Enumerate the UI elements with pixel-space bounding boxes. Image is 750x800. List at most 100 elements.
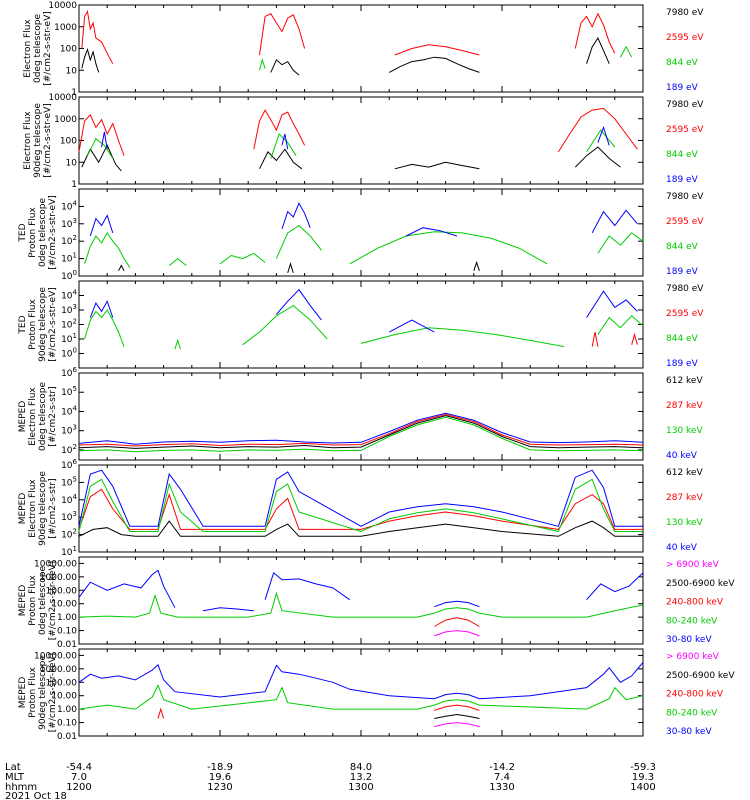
series-0 (78, 415, 644, 449)
panel-frame (78, 556, 644, 645)
series-3 (101, 125, 610, 150)
series-line (275, 224, 322, 259)
legend-label: 2595 eV (666, 33, 704, 43)
series-line (78, 415, 644, 449)
legend-label: 2595 eV (666, 309, 704, 319)
ytick-label: 104 (61, 199, 77, 212)
ytick-label: 102 (61, 528, 77, 541)
ytick-label: 10 (66, 158, 78, 168)
series-line (89, 300, 114, 318)
series-line (434, 600, 480, 608)
xtick-hhmm-label: 1200 (66, 782, 91, 793)
series-2 (84, 224, 644, 268)
ytick-label: 1000 (54, 115, 77, 125)
series-line (87, 138, 114, 159)
xaxis-row-label-hhmm: hhmm (5, 782, 37, 793)
series-line (597, 125, 610, 146)
series-1 (81, 10, 616, 64)
ytick-label: 103 (61, 303, 77, 316)
legend-label: 130 keV (666, 426, 703, 436)
series-line (473, 260, 480, 271)
ytick-label: 104 (61, 493, 77, 506)
xaxis-row-label-lat: Lat (5, 762, 21, 773)
series-1 (78, 107, 638, 156)
legend-label: 844 eV (666, 150, 699, 160)
series-line (78, 478, 643, 533)
legend-label: 7980 eV (666, 100, 704, 110)
series-line (597, 232, 644, 254)
series-line (631, 332, 638, 345)
series-line (287, 262, 294, 274)
series-line (434, 704, 480, 711)
xtick-lat-label: -59.3 (630, 762, 656, 773)
ytick-label: 10.00 (51, 600, 77, 610)
xtick-lat-label: 84.0 (350, 762, 372, 773)
ytick-label: 0.10 (57, 719, 77, 729)
panel-7: 0.01 0.10 1.00 10.00 100.00 1000.00 10000.00ME… (18, 556, 735, 650)
legend-label: 844 eV (666, 334, 699, 344)
ytick-label: 100 (60, 137, 77, 147)
series-line (81, 144, 122, 172)
xtick-lat-label: -54.4 (66, 762, 92, 773)
series-1 (78, 488, 643, 530)
legend-label: 240-800 keV (666, 598, 724, 608)
xtick-mlt-label: 7.4 (494, 772, 510, 783)
panel-8: 0.01 0.10 1.00 10.00 100.00 1000.00 10000.00ME… (18, 648, 735, 742)
ytick-label: 104 (61, 404, 77, 417)
series-line (405, 227, 458, 237)
ytick-label: 1000.00 (40, 665, 77, 675)
ytick-label: 1 (71, 88, 77, 98)
panel-frame (78, 188, 644, 277)
series-line (174, 338, 181, 350)
series-line (253, 109, 306, 150)
series-line (434, 617, 480, 627)
series-2 (434, 617, 480, 627)
ytick-label: 101 (61, 545, 77, 558)
legend-label: 287 keV (666, 493, 703, 503)
series-line (259, 13, 306, 56)
ylabel: Electron Flux0deg telescope[#/cm2-s-str-… (23, 11, 53, 86)
series-3 (78, 684, 644, 710)
xtick-hhmm-label: 1330 (489, 782, 514, 793)
ytick-label: 1000 (54, 23, 77, 33)
series-line (360, 327, 565, 348)
ytick-label: 1.00 (57, 705, 77, 715)
ytick-label: 106 (61, 458, 77, 471)
ytick-label: 0.10 (57, 627, 77, 637)
ylabel: Electron Flux90deg telescope[#/cm2-s-str… (23, 103, 53, 178)
ytick-label: 101 (61, 332, 77, 345)
ytick-label: 106 (61, 366, 77, 379)
ytick-label: 10000 (48, 1, 77, 11)
date-label: 2021 Oct 18 (5, 791, 67, 800)
series-line (270, 59, 300, 76)
legend-label: 189 eV (666, 359, 699, 369)
series-line (81, 10, 114, 64)
legend-label: 7980 eV (666, 192, 704, 202)
ytick-label: 10 (66, 66, 78, 76)
series-line (78, 569, 176, 608)
xtick-mlt-label: 13.2 (350, 772, 372, 783)
series-line (78, 662, 644, 700)
series-line (591, 209, 638, 234)
xtick-hhmm-label: 1230 (207, 782, 232, 793)
series-1 (78, 413, 644, 447)
series-line (597, 315, 644, 335)
series-2 (78, 478, 643, 533)
series-line (157, 707, 165, 719)
ytick-label: 0.01 (57, 732, 77, 742)
ytick-label: 1000.00 (40, 573, 77, 583)
series-line (203, 607, 254, 612)
legend-label: 844 eV (666, 242, 699, 252)
legend-label: 7980 eV (666, 8, 704, 18)
series-line (259, 58, 266, 71)
series-line (586, 290, 638, 318)
series-line (78, 412, 644, 445)
series-2 (157, 704, 480, 719)
series-line (118, 264, 125, 272)
